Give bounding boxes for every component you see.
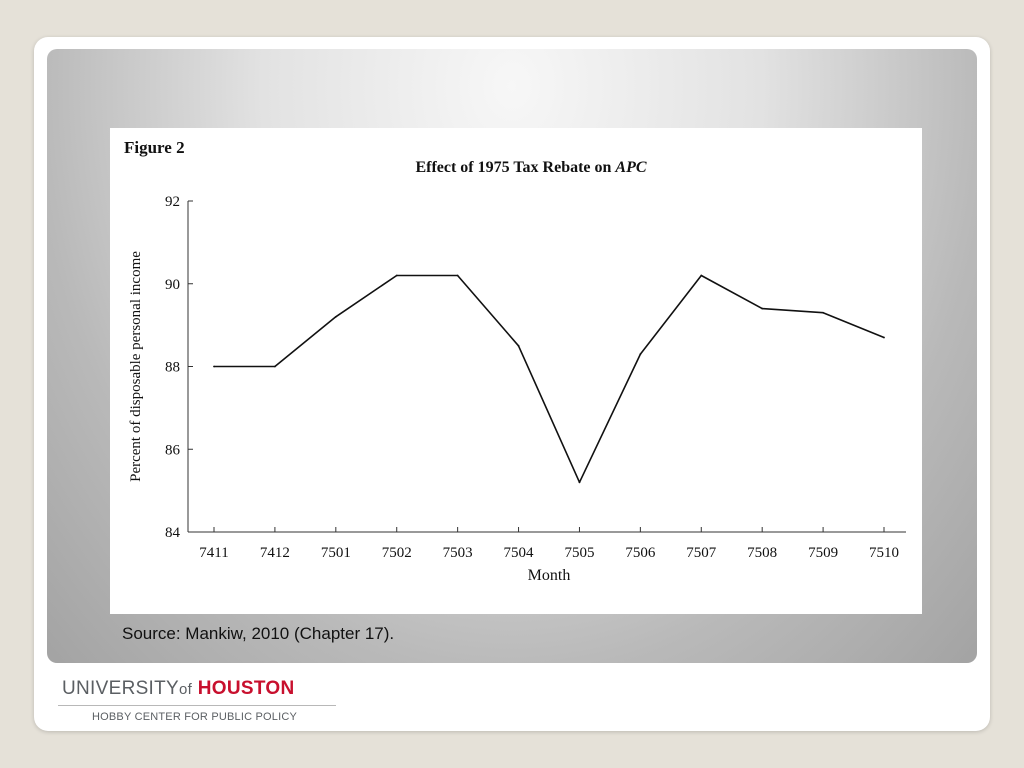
y-tick-label: 88 — [165, 360, 180, 376]
logo-wordmark: UNIVERSITYof HOUSTON — [62, 678, 336, 701]
x-tick-label: 7503 — [443, 545, 473, 561]
chart-title: Effect of 1975 Tax Rebate on APC — [110, 159, 922, 177]
y-tick-label: 86 — [165, 442, 181, 458]
data-point — [456, 274, 459, 277]
chart-title-apc: APC — [615, 159, 647, 176]
data-point — [334, 315, 337, 318]
data-point — [761, 307, 764, 310]
y-tick-label: 84 — [165, 525, 181, 541]
y-tick-label: 92 — [165, 194, 180, 210]
logo-of: of — [179, 681, 193, 698]
y-axis-label: Percent of disposable personal income — [128, 251, 144, 482]
x-tick-label: 7508 — [747, 545, 777, 561]
y-tick-label: 90 — [165, 277, 180, 293]
chart-title-text: Effect of 1975 Tax Rebate on — [415, 159, 616, 176]
data-point — [395, 274, 398, 277]
data-point — [517, 344, 520, 347]
data-point — [700, 274, 703, 277]
data-point — [822, 311, 824, 314]
x-tick-label: 7505 — [564, 545, 594, 561]
university-logo: UNIVERSITYof HOUSTON HOBBY CENTER FOR PU… — [58, 678, 336, 723]
x-tick-label: 7501 — [321, 545, 351, 561]
data-point — [883, 336, 885, 339]
x-tick-label: 7412 — [260, 545, 290, 561]
source-caption: Source: Mankiw, 2010 (Chapter 17). — [122, 624, 395, 643]
data-point — [639, 353, 642, 355]
line-chart: 84 86 88 90 92 7411 7412 7501 7502 7503 7504 7505 75… — [128, 194, 906, 584]
x-tick-label: 7506 — [625, 545, 656, 561]
x-tick-label: 7510 — [869, 545, 899, 561]
series-line — [214, 274, 885, 484]
logo-subtitle: HOBBY CENTER FOR PUBLIC POLICY — [92, 711, 298, 723]
x-tick-label: 7504 — [504, 545, 534, 561]
x-tick-label: 7509 — [808, 545, 838, 561]
data-point — [578, 481, 581, 484]
figure-panel: Figure 2 Effect of 1975 Tax Rebate on AP… — [110, 128, 922, 614]
logo-houston: HOUSTON — [197, 678, 295, 699]
logo-divider — [58, 705, 336, 706]
x-tick-label: 7502 — [382, 545, 412, 561]
logo-university: UNIVERSITY — [62, 678, 180, 699]
data-point — [213, 365, 215, 368]
x-axis-label: Month — [528, 567, 571, 584]
figure-label: Figure 2 — [124, 138, 185, 157]
x-tick-label: 7507 — [686, 545, 717, 561]
data-point — [274, 365, 276, 368]
x-tick-label: 7411 — [199, 545, 228, 561]
